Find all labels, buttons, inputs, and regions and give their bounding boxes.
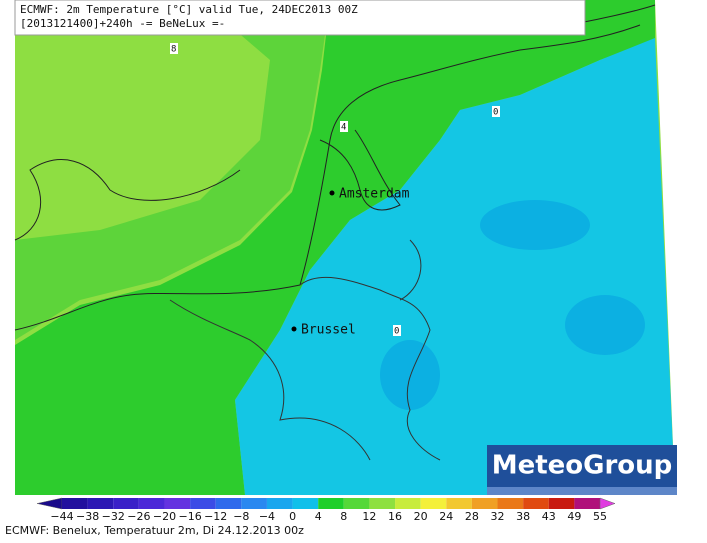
colorbar-label: −26 (127, 510, 150, 523)
contour-label: 0 (394, 327, 399, 337)
city-dot (329, 190, 335, 196)
colorbar-label: 8 (340, 510, 347, 523)
colorbar-swatch (574, 498, 600, 509)
zone-green (15, 0, 655, 495)
colorbar-label: −20 (153, 510, 176, 523)
colorbar-label: 0 (289, 510, 296, 523)
contour-label: 0 (493, 108, 498, 118)
colorbar-swatch (420, 498, 447, 509)
colorbar-label: −16 (178, 510, 201, 523)
colorbar-label: 16 (388, 510, 402, 523)
colorbar-swatch (113, 498, 139, 509)
city-label: Amsterdam (339, 187, 410, 202)
zone-cyan (235, 38, 675, 495)
colorbar-swatch (395, 498, 421, 509)
logo-stripe (487, 487, 677, 495)
colorbar-swatch (446, 498, 472, 509)
contour-label: 4 (341, 123, 346, 133)
colorbar-label: −32 (102, 510, 125, 523)
colorbar-swatch (266, 498, 293, 509)
colorbar-label: 32 (491, 510, 505, 523)
logo-box (487, 445, 677, 495)
colorbar-label: −12 (204, 510, 227, 523)
colorbar: −44 −38 −32 −26 −20 −16 −12 −8 −4 0 4 8 12 16 20 24 28 32… (36, 497, 616, 523)
border (169, 239, 441, 461)
header-subtitle: [2013121400]+240h -= BeNeLux =- (20, 17, 225, 30)
contour-labels: 8 4 0 0 (170, 43, 500, 337)
colorbar-label: 20 (414, 510, 428, 523)
colorbar-swatch (292, 498, 319, 509)
colorbar-label: −8 (233, 510, 249, 523)
colorbar-swatch (164, 498, 191, 509)
colorbar-label: −4 (259, 510, 275, 523)
colorbar-label: −38 (76, 510, 99, 523)
colorbar-swatch (599, 497, 616, 510)
colorbar-swatch (215, 498, 242, 509)
coastline (14, 24, 641, 331)
footer: ECMWF: Benelux, Temperatuur 2m, Di 24.12… (5, 524, 304, 537)
colorbar-label: 24 (439, 510, 453, 523)
city-label: Brussel (301, 323, 356, 338)
zone-blue (565, 295, 645, 355)
colorbar-swatch (548, 498, 575, 509)
header-title: ECMWF: 2m Temperature [°C] valid Tue, 24… (20, 3, 358, 16)
colorbar-swatch (471, 498, 498, 509)
colorbar-label: 12 (362, 510, 376, 523)
contour-label: 8 (171, 45, 176, 55)
colorbar-swatch (87, 498, 114, 509)
colorbar-swatch (523, 498, 549, 509)
colorbar-label: −44 (50, 510, 73, 523)
colorbar-label: 43 (542, 510, 556, 523)
colorbar-label: 55 (593, 510, 607, 523)
colorbar-swatch (318, 498, 344, 509)
colorbar-swatch (62, 498, 88, 509)
colorbar-label: 38 (516, 510, 530, 523)
header-box (14, 0, 586, 36)
colorbar-label: 49 (567, 510, 581, 523)
colorbar-swatch (241, 498, 267, 509)
colorbar-label: 4 (315, 510, 322, 523)
city-dot (291, 326, 297, 332)
colorbar-swatch (369, 498, 396, 509)
colorbar-swatch (138, 498, 165, 509)
colorbar-swatch (497, 498, 524, 509)
zone-blue (380, 340, 440, 410)
colorbar-swatch (343, 498, 370, 509)
zone-mid-green (15, 0, 330, 340)
colorbar-swatch (190, 498, 216, 509)
logo: MeteoGroup (492, 451, 673, 481)
colorbar-swatch (36, 497, 63, 510)
colorbar-label: 28 (465, 510, 479, 523)
coastline (319, 129, 401, 211)
zone-blue (480, 200, 590, 250)
